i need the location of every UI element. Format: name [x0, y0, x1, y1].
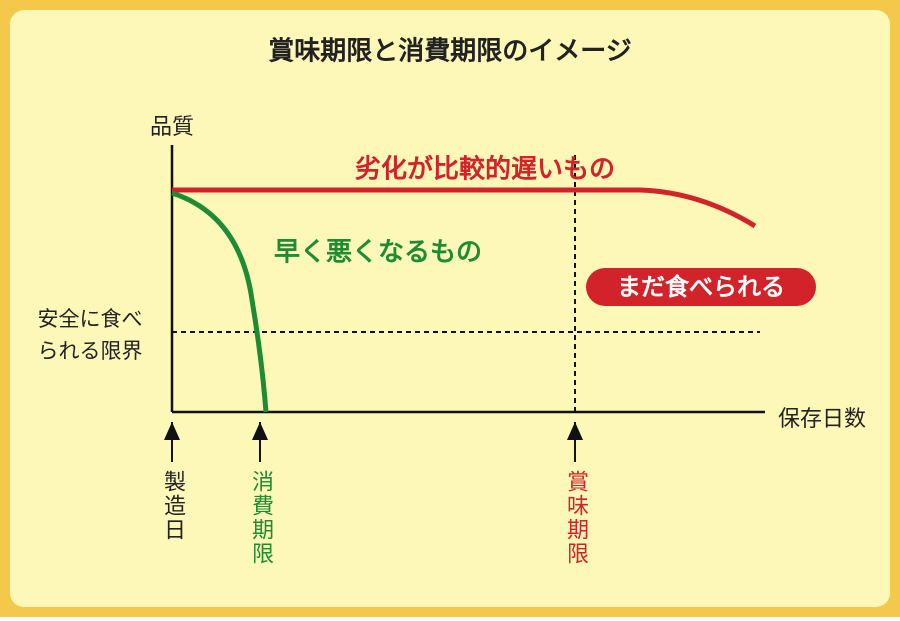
marker-label: 製造日	[160, 470, 186, 542]
slow-curve	[172, 187, 757, 229]
x-axis-label: 保存日数	[778, 407, 866, 432]
fast-label: 早く悪くなるもの	[274, 238, 482, 268]
limit-label: 安全に食べ	[38, 307, 143, 331]
marker-label: 賞味期限	[563, 470, 589, 566]
fast-curve	[171, 190, 269, 413]
marker-label: 消費期限	[248, 470, 274, 566]
limit-label: られる限界	[38, 339, 143, 363]
title: 賞味期限と消費期限のイメージ	[268, 37, 631, 67]
slow-label: 劣化が比較的遅いもの	[355, 154, 615, 185]
y-axis-label: 品質	[150, 115, 194, 140]
background	[10, 10, 890, 607]
badge-text: まだ食べられる	[617, 273, 785, 301]
badge	[586, 268, 816, 306]
